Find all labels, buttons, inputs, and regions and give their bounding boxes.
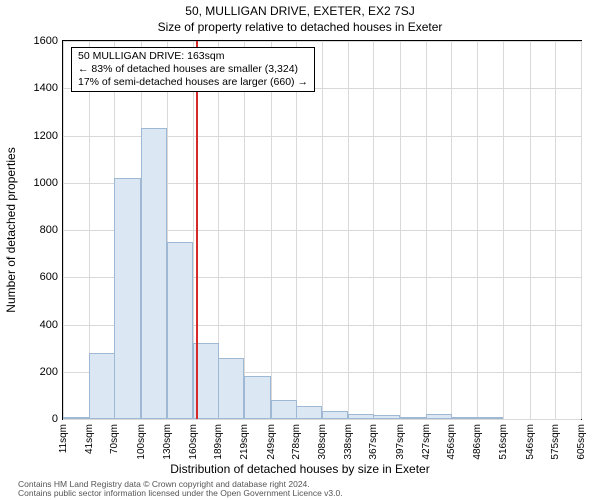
histogram-bar <box>348 414 374 419</box>
x-tick-label: 11sqm <box>58 424 69 453</box>
x-tick-label: 130sqm <box>162 424 173 460</box>
y-tick-label: 600 <box>8 271 58 283</box>
grid-line-v <box>426 41 427 419</box>
y-tick-label: 400 <box>8 319 58 331</box>
x-tick-label: 516sqm <box>498 424 509 460</box>
x-tick-label: 456sqm <box>446 424 457 460</box>
y-tick-label: 1000 <box>8 177 58 189</box>
x-tick-label: 41sqm <box>84 424 95 454</box>
x-tick-label: 308sqm <box>317 424 328 460</box>
x-tick-label: 100sqm <box>136 424 147 460</box>
annotation-line-2: ← 83% of detached houses are smaller (3,… <box>78 63 308 76</box>
y-tick-label: 200 <box>8 366 58 378</box>
x-tick-label: 70sqm <box>109 424 120 454</box>
x-tick-label: 546sqm <box>525 424 536 460</box>
y-tick-label: 1600 <box>8 35 58 47</box>
marker-line <box>196 41 198 419</box>
annotation-line-3: 17% of semi-detached houses are larger (… <box>78 76 308 89</box>
histogram-bar <box>400 417 426 419</box>
grid-line-v <box>296 41 297 419</box>
grid-line-v <box>477 41 478 419</box>
annotation-line-1: 50 MULLIGAN DRIVE: 163sqm <box>78 50 308 63</box>
histogram-bar <box>426 414 452 419</box>
grid-line-v <box>503 41 504 419</box>
y-tick-label: 0 <box>8 413 58 425</box>
histogram-bar <box>244 376 270 419</box>
x-tick-label: 397sqm <box>395 424 406 460</box>
histogram-bar <box>373 415 399 419</box>
x-tick-label: 338sqm <box>343 424 354 460</box>
histogram-bar <box>296 406 322 419</box>
y-tick-label: 800 <box>8 224 58 236</box>
y-tick-label: 1200 <box>8 130 58 142</box>
histogram-bar <box>89 353 115 419</box>
histogram-bar <box>271 400 297 419</box>
x-tick-label: 367sqm <box>368 424 379 460</box>
y-tick-label: 1400 <box>8 82 58 94</box>
x-tick-label: 575sqm <box>550 424 561 460</box>
x-tick-label: 249sqm <box>266 424 277 460</box>
histogram-bar <box>167 242 193 419</box>
page-super-title: 50, MULLIGAN DRIVE, EXETER, EX2 7SJ <box>0 4 600 18</box>
grid-line-v <box>348 41 349 419</box>
grid-line-h <box>63 419 581 420</box>
histogram-bar <box>477 417 503 419</box>
histogram-bar <box>322 411 348 419</box>
grid-line-v <box>271 41 272 419</box>
histogram-bar <box>114 178 140 419</box>
histogram-bar <box>218 358 244 419</box>
grid-line-v <box>530 41 531 419</box>
x-tick-label: 160sqm <box>188 424 199 460</box>
histogram-bar <box>63 417 89 419</box>
annotation-box: 50 MULLIGAN DRIVE: 163sqm← 83% of detach… <box>71 47 315 92</box>
x-tick-label: 605sqm <box>576 424 587 460</box>
credit-line-2: Contains public sector information licen… <box>18 488 343 498</box>
grid-line-v <box>451 41 452 419</box>
grid-line-v <box>63 41 64 419</box>
grid-line-v <box>400 41 401 419</box>
histogram-bar <box>141 128 167 419</box>
grid-line-v <box>555 41 556 419</box>
x-tick-label: 278sqm <box>291 424 302 460</box>
grid-line-v <box>244 41 245 419</box>
grid-line-v <box>322 41 323 419</box>
x-tick-label: 486sqm <box>472 424 483 460</box>
credit-text: Contains HM Land Registry data © Crown c… <box>18 480 343 499</box>
chart-plot-area: 50 MULLIGAN DRIVE: 163sqm← 83% of detach… <box>62 40 582 420</box>
page-sub-title: Size of property relative to detached ho… <box>0 20 600 34</box>
grid-line-v <box>581 41 582 419</box>
x-tick-label: 427sqm <box>421 424 432 460</box>
histogram-bar <box>451 417 477 419</box>
x-tick-label: 189sqm <box>213 424 224 460</box>
x-tick-label: 219sqm <box>239 424 250 460</box>
x-axis-label: Distribution of detached houses by size … <box>0 462 600 476</box>
grid-line-v <box>373 41 374 419</box>
